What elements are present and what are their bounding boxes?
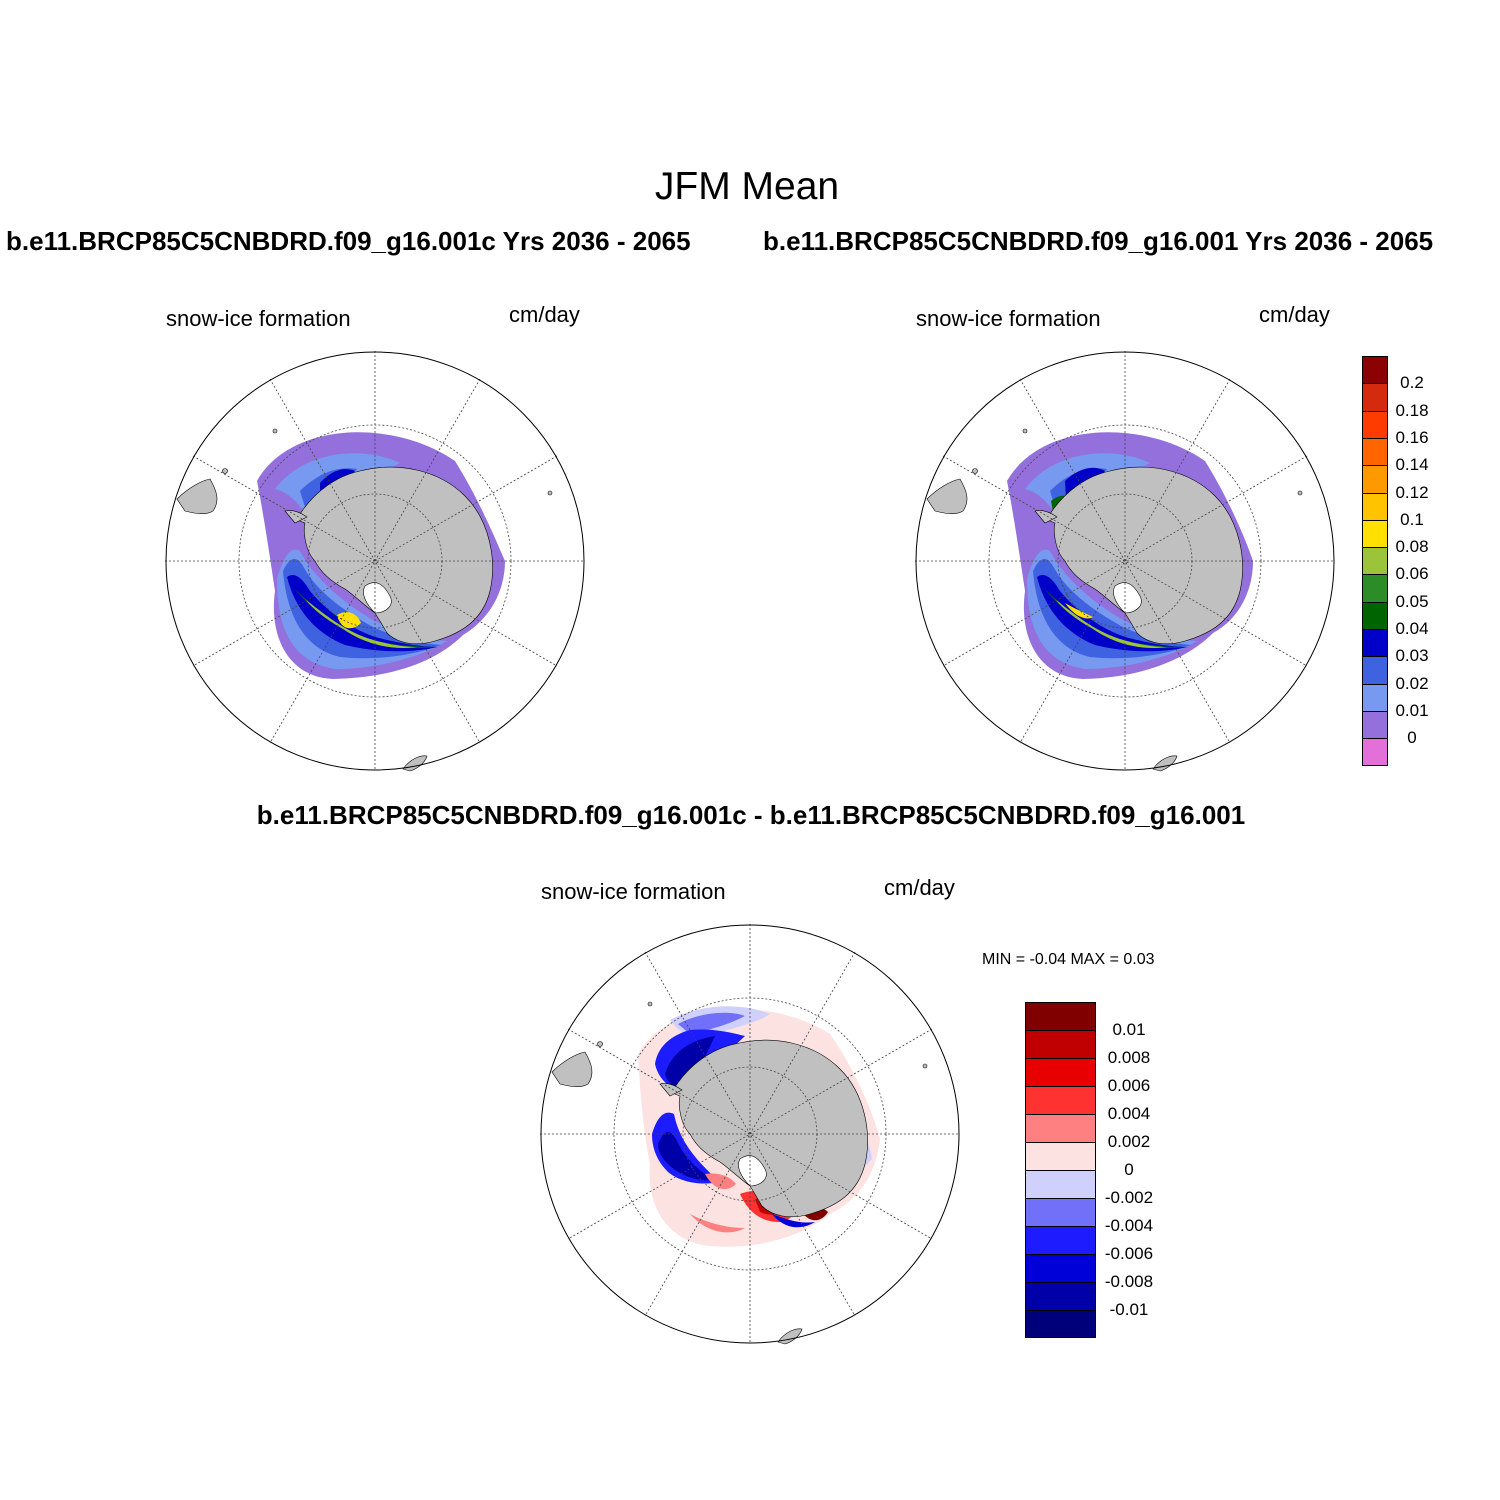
colorbar-swatch	[1362, 601, 1388, 630]
panel-1-units-label: cm/day	[509, 302, 580, 327]
colorbar-swatch	[1025, 1002, 1096, 1031]
map-boundary	[165, 351, 585, 771]
colorbar-swatch	[1362, 465, 1388, 494]
colorbar-tick-label: 0.2	[1400, 373, 1424, 393]
colorbar-swatch	[1362, 383, 1388, 412]
colorbar-tick-label: 0.004	[1107, 1104, 1151, 1123]
difference-title: b.e11.BRCP85C5CNBDRD.f09_g16.001c - b.e1…	[256, 800, 1246, 830]
colorbar-swatch	[1362, 410, 1388, 439]
colorbar-swatch	[1025, 1030, 1096, 1059]
colorbar-swatch	[1362, 683, 1388, 712]
colorbar-absolute: 0.2 0.18 0.16 0.14 0.12 0.1 0.08 0.06 0.05 0.04 0.…	[1362, 356, 1462, 766]
colorbar-tick-label: -0.008	[1104, 1272, 1154, 1291]
colorbar-tick-label: -0.004	[1104, 1216, 1154, 1235]
colorbar-tick-label: -0.01	[1109, 1300, 1149, 1319]
colorbar-swatch	[1362, 656, 1388, 685]
panel-2-variable-label: snow-ice formation	[916, 306, 1101, 331]
colorbar-swatch	[1025, 1310, 1096, 1338]
figure-title: JFM Mean	[654, 165, 840, 208]
colorbar-tick-label: 0.03	[1395, 646, 1429, 666]
map-panel-1	[165, 351, 585, 772]
colorbar-tick-label: 0	[1124, 1160, 1134, 1179]
colorbar-swatch	[1025, 1058, 1096, 1087]
colorbar-swatch	[1362, 547, 1388, 576]
antarctica-landmass	[284, 466, 493, 645]
colorbar-tick-label: -0.002	[1104, 1188, 1154, 1207]
colorbar-swatch	[1025, 1254, 1096, 1283]
colorbar-swatch	[1362, 356, 1388, 385]
map-boundary	[915, 351, 1335, 771]
map-boundary	[540, 924, 960, 1344]
colorbar-tick-label: 0.008	[1107, 1048, 1151, 1067]
panel-3-units-label: cm/day	[884, 875, 955, 900]
colorbar-tick-label: 0.01	[1112, 1020, 1146, 1039]
colorbar-swatch	[1362, 629, 1388, 658]
colorbar-swatch	[1025, 1170, 1096, 1199]
graticule	[915, 351, 1335, 771]
panel-1-case-title: b.e11.BRCP85C5CNBDRD.f09_g16.001c Yrs 20…	[6, 226, 691, 256]
colorbar-swatch	[1362, 574, 1388, 603]
colorbar-tick-label: 0.16	[1395, 427, 1429, 447]
panel-1-variable-label: snow-ice formation	[166, 306, 351, 331]
colorbar-tick-label: 0.05	[1395, 591, 1429, 611]
panel-3-variable-label: snow-ice formation	[541, 879, 726, 904]
colorbar-tick-label: 0.18	[1395, 400, 1429, 420]
graticule	[540, 924, 960, 1344]
colorbar-tick-label: 0.01	[1395, 700, 1429, 720]
map-panel-difference	[540, 924, 960, 1345]
colorbar-swatch	[1025, 1282, 1096, 1311]
colorbar-tick-label: 0.06	[1395, 564, 1429, 584]
graticule	[165, 351, 585, 771]
colorbar-swatch	[1362, 437, 1388, 467]
colorbar-tick-label: 0.02	[1395, 673, 1429, 693]
colorbar-tick-label: 0.006	[1107, 1076, 1151, 1095]
colorbar-swatch	[1362, 710, 1388, 740]
colorbar-swatch	[1025, 1086, 1096, 1115]
colorbar-tick-label: 0.12	[1395, 482, 1429, 502]
colorbar-swatch	[1362, 738, 1388, 766]
panel-2-units-label: cm/day	[1259, 302, 1330, 327]
colorbar-swatch	[1025, 1226, 1096, 1255]
colorbar-swatch	[1362, 492, 1388, 521]
antarctica-landmass	[1034, 466, 1243, 645]
min-max-label: MIN = -0.04 MAX = 0.03	[982, 951, 1155, 968]
colorbar-tick-label: 0.04	[1395, 619, 1429, 638]
colorbar-tick-label: 0.1	[1400, 509, 1424, 529]
colorbar-tick-label: -0.006	[1104, 1244, 1154, 1263]
colorbar-tick-label: 0.14	[1395, 455, 1429, 475]
colorbar-tick-label: 0.08	[1395, 537, 1429, 557]
colorbar-tick-label: 0	[1407, 728, 1417, 748]
colorbar-swatch	[1362, 519, 1388, 549]
colorbar-swatch	[1025, 1198, 1096, 1227]
map-panel-2	[915, 351, 1335, 772]
colorbar-tick-label: 0.002	[1107, 1132, 1151, 1151]
colorbar-swatch	[1025, 1114, 1096, 1143]
antarctica-landmass	[659, 1039, 868, 1218]
colorbar-difference: 0.01 0.008 0.006 0.004 0.002 0 -0.002 -0.004 -0.…	[1025, 1002, 1153, 1338]
colorbar-swatch	[1025, 1142, 1096, 1171]
panel-2-case-title: b.e11.BRCP85C5CNBDRD.f09_g16.001 Yrs 203…	[763, 226, 1434, 256]
